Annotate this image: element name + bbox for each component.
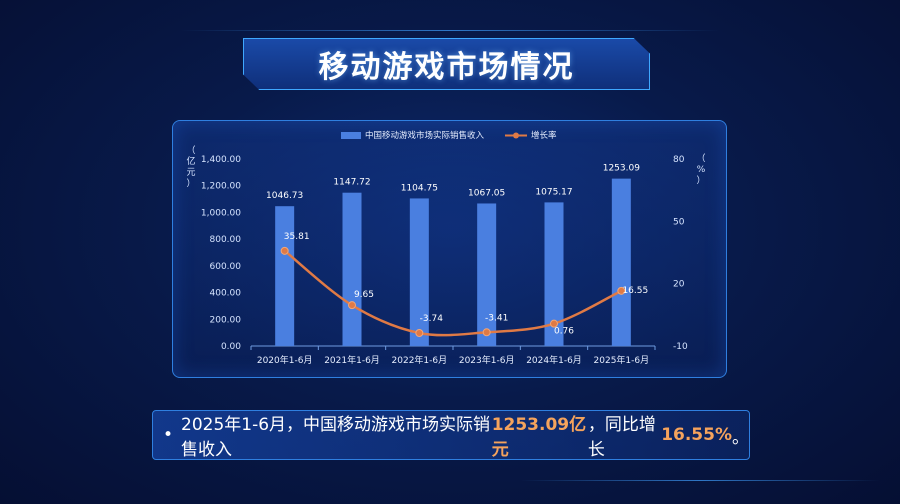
growth-value-label: 35.81: [284, 232, 310, 242]
bar: [477, 203, 497, 346]
x-tick-label: 2020年1-6月: [257, 354, 313, 366]
summary-growth: 16.55%: [661, 425, 732, 445]
decor-line-top: [180, 30, 720, 31]
y-tick-label: 600.00: [210, 262, 242, 272]
growth-value-label: -3.41: [485, 313, 508, 323]
x-tick-label: 2022年1-6月: [392, 354, 448, 366]
decor-line-bottom: [520, 480, 880, 481]
growth-point: [550, 319, 558, 328]
bar: [342, 192, 362, 346]
chart-panel: 0.00 200.00 400.00 600.00 800.00 1,000.00 1,20…: [172, 120, 727, 378]
y-tick-label: 200.00: [210, 315, 242, 325]
growth-line: [283, 249, 622, 337]
y-axis-label: 亿: [186, 155, 195, 167]
summary-bullet: •: [163, 425, 174, 445]
legend-swatch-bar: [341, 132, 361, 139]
y2-tick-label: 80: [673, 155, 685, 165]
legend-label-line: 增长率: [531, 130, 557, 141]
x-tick-label: 2021年1-6月: [324, 354, 380, 366]
y-tick-label: 1,000.00: [201, 208, 241, 218]
growth-point: [348, 301, 356, 310]
y-axis-label: 元: [186, 168, 195, 178]
legend-swatch-dot: [513, 132, 519, 139]
summary-prefix: 2025年1-6月，中国移动游戏市场实际销售收入: [181, 415, 491, 460]
bar: [275, 206, 295, 346]
y-tick-label: 800.00: [210, 235, 242, 245]
y2-tick-label: 20: [673, 280, 685, 290]
x-tick-label: 2023年1-6月: [459, 354, 515, 366]
y-axis-label: ）: [186, 178, 195, 189]
y-tick-label: 1,200.00: [201, 182, 241, 192]
bar-value-label: 1075.17: [535, 187, 572, 197]
summary-box: • 2025年1-6月，中国移动游戏市场实际销售收入 1253.09亿元 ，同比…: [152, 410, 750, 460]
bar-value-label: 1067.05: [468, 188, 505, 198]
growth-value-label: 0.76: [554, 327, 574, 337]
title-banner: [243, 38, 650, 90]
legend-label-bar: 中国移动游戏市场实际销售收入: [365, 130, 485, 141]
summary-middle: ，同比增长: [587, 415, 656, 460]
bar: [544, 202, 564, 346]
y-tick-label: 1,400.00: [201, 155, 241, 165]
growth-value-label: -3.74: [420, 314, 444, 324]
x-tick-label: 2024年1-6月: [526, 354, 582, 366]
y2-tick-label: 50: [673, 217, 685, 227]
y2-axis-label: %: [697, 165, 706, 175]
growth-point: [280, 246, 289, 255]
growth-point: [482, 328, 491, 337]
y2-tick-label: -10: [673, 342, 688, 352]
y-tick-label: 0.00: [221, 342, 241, 352]
summary-suffix: 。: [732, 427, 749, 448]
chart-svg: 0.00 200.00 400.00 600.00 800.00 1,000.00 1,20…: [186, 130, 706, 366]
y2-axis-label: （: [696, 153, 705, 164]
growth-point: [415, 328, 424, 337]
x-tick-label: 2025年1-6月: [594, 354, 650, 366]
bar-value-label: 1104.75: [401, 183, 438, 193]
y-axis-label: （: [186, 145, 195, 156]
bar-value-label: 1046.73: [266, 191, 303, 201]
summary-revenue: 1253.09亿元: [491, 415, 587, 460]
bar-value-label: 1147.72: [333, 178, 370, 188]
bar: [409, 198, 429, 346]
bar: [611, 178, 631, 346]
y-tick-label: 400.00: [210, 289, 242, 299]
growth-value-label: 16.55: [622, 286, 648, 296]
growth-point: [617, 286, 626, 295]
growth-value-label: 9.65: [354, 290, 374, 300]
page-title: 移动游戏市场情况: [318, 50, 575, 85]
y2-axis-label: ）: [696, 175, 705, 186]
bar-value-label: 1253.09: [603, 164, 640, 174]
